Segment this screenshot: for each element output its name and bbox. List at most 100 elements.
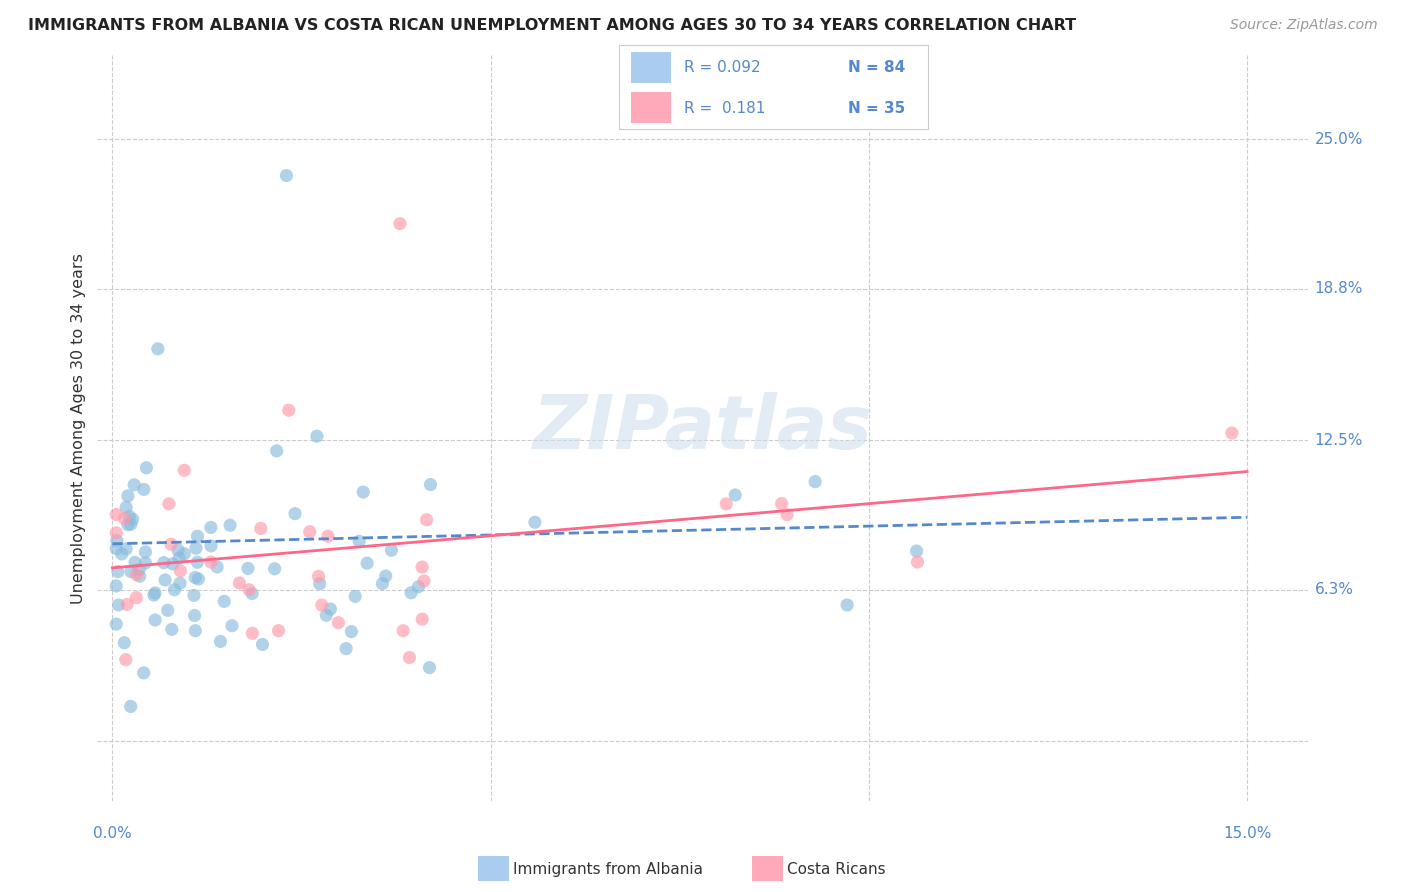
Text: Costa Ricans: Costa Ricans	[787, 863, 886, 877]
Point	[305, 429, 328, 443]
Text: Source: ZipAtlas.com: Source: ZipAtlas.com	[1230, 18, 1378, 32]
Point	[173, 463, 195, 477]
Text: 0.0%: 0.0%	[93, 826, 132, 841]
Point	[135, 460, 157, 475]
Point	[408, 580, 430, 594]
Y-axis label: Unemployment Among Ages 30 to 34 years: Unemployment Among Ages 30 to 34 years	[72, 252, 86, 604]
Point	[276, 169, 298, 183]
Point	[1220, 425, 1243, 440]
Point	[240, 626, 263, 640]
Point	[907, 555, 929, 569]
Point	[335, 641, 357, 656]
Point	[266, 443, 288, 458]
Point	[120, 565, 142, 579]
Point	[240, 586, 263, 600]
Point	[205, 560, 228, 574]
Point	[371, 576, 394, 591]
Point	[419, 477, 441, 491]
Point	[167, 543, 190, 558]
Point	[249, 521, 271, 535]
Point	[277, 403, 299, 417]
Point	[209, 634, 232, 648]
Point	[163, 582, 186, 597]
Point	[184, 624, 207, 638]
Point	[121, 512, 143, 526]
Point	[316, 529, 339, 543]
Point	[219, 518, 242, 533]
Point	[156, 603, 179, 617]
Point	[115, 500, 138, 515]
Point	[267, 624, 290, 638]
Point	[186, 529, 208, 543]
Point	[142, 588, 165, 602]
Point	[319, 602, 342, 616]
Point	[115, 598, 138, 612]
Point	[770, 497, 793, 511]
Text: 18.8%: 18.8%	[1315, 281, 1362, 296]
Point	[125, 591, 148, 605]
Point	[111, 547, 134, 561]
Point	[160, 623, 183, 637]
Point	[160, 537, 183, 551]
Point	[120, 699, 142, 714]
Point	[415, 513, 437, 527]
Point	[125, 567, 148, 582]
Point	[311, 598, 333, 612]
Point	[315, 608, 337, 623]
Text: N = 84: N = 84	[848, 60, 905, 75]
Point	[115, 541, 138, 556]
Point	[523, 516, 546, 530]
Point	[114, 511, 136, 525]
Point	[263, 562, 285, 576]
Point	[153, 573, 176, 587]
Point	[398, 650, 420, 665]
Point	[132, 483, 155, 497]
Point	[374, 569, 396, 583]
Point	[169, 576, 191, 591]
Point	[105, 533, 128, 548]
Point	[143, 586, 166, 600]
Point	[716, 497, 738, 511]
Point	[344, 590, 367, 604]
Point	[128, 569, 150, 583]
Point	[124, 556, 146, 570]
Point	[120, 517, 142, 532]
Point	[187, 572, 209, 586]
Point	[134, 556, 156, 570]
Point	[212, 594, 235, 608]
Point	[107, 565, 129, 579]
Point	[117, 489, 139, 503]
Point	[134, 545, 156, 559]
Point	[118, 509, 141, 524]
Point	[128, 562, 150, 576]
Point	[392, 624, 415, 638]
Point	[388, 217, 411, 231]
Point	[112, 636, 135, 650]
Text: 25.0%: 25.0%	[1315, 132, 1362, 147]
Point	[122, 478, 145, 492]
Point	[308, 576, 330, 591]
Point	[146, 342, 169, 356]
Point	[356, 556, 378, 570]
Text: 6.3%: 6.3%	[1315, 582, 1354, 597]
Text: N = 35: N = 35	[848, 101, 905, 116]
Point	[183, 589, 205, 603]
FancyBboxPatch shape	[631, 53, 671, 83]
Point	[173, 547, 195, 561]
Point	[184, 541, 207, 556]
Point	[776, 508, 799, 522]
Point	[228, 576, 250, 591]
Text: R =  0.181: R = 0.181	[683, 101, 765, 116]
Point	[804, 475, 827, 489]
Point	[238, 582, 260, 597]
Point	[162, 557, 184, 571]
Point	[105, 525, 128, 540]
Point	[252, 637, 274, 651]
Point	[399, 586, 422, 600]
Point	[105, 508, 128, 522]
Point	[837, 598, 859, 612]
Point	[132, 665, 155, 680]
Point	[380, 543, 402, 558]
Point	[169, 564, 191, 578]
Point	[200, 539, 222, 553]
